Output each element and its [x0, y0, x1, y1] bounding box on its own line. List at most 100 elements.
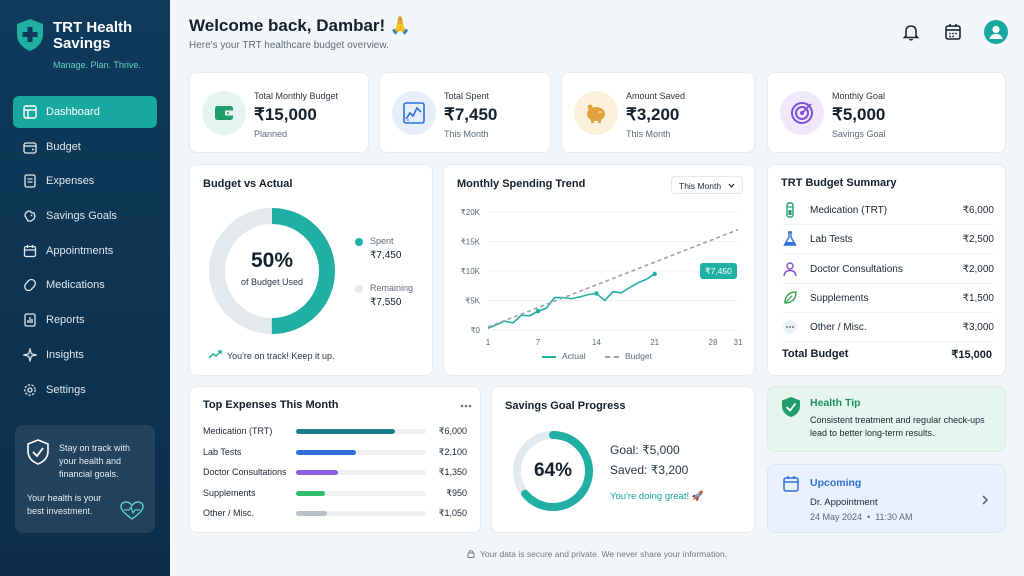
expense-row: Supplements ₹950	[203, 485, 467, 505]
x-tick-label: 31	[734, 338, 743, 347]
stat-label: Amount Saved	[626, 91, 686, 101]
lock-icon	[467, 550, 475, 558]
page-title: Welcome back, Dambar! 🙏	[189, 16, 412, 35]
sidebar-item-expenses[interactable]: Expenses	[13, 165, 157, 197]
stat-icon-bg	[392, 91, 436, 135]
trend-up-icon	[208, 350, 222, 359]
brand-title: TRT Health Savings	[53, 19, 133, 52]
chevron-down-icon	[728, 183, 735, 188]
sidebar-item-savings-goals[interactable]: Savings Goals	[13, 200, 157, 232]
expense-bar-track	[296, 429, 426, 434]
summary-row-amount: ₹2,500	[962, 234, 994, 246]
top-expenses-card: Top Expenses This Month Medication (TRT)…	[189, 386, 481, 533]
savings-percent: 64%	[533, 460, 573, 481]
sidebar-item-label: Dashboard	[46, 106, 100, 118]
sidebar-item-insights[interactable]: Insights	[13, 339, 157, 371]
pill-icon	[24, 279, 36, 292]
shield-logo-icon	[17, 19, 43, 51]
stat-card-total-spent[interactable]: Total Spent ₹7,450 This Month	[379, 72, 551, 153]
bell-icon[interactable]	[901, 22, 921, 42]
sidebar-item-reports[interactable]: Reports	[13, 304, 157, 336]
health-tip-text: Consistent treatment and regular check-u…	[810, 415, 985, 438]
legend-value-remaining: ₹7,550	[370, 297, 402, 308]
x-tick-label: 14	[592, 338, 601, 347]
promo-text: Stay on track with your health and finan…	[59, 443, 131, 479]
budget-summary-card: TRT Budget Summary Medication (TRT) ₹6,00…	[767, 164, 1006, 376]
card-title: Savings Goal Progress	[505, 400, 626, 412]
upcoming-title: Upcoming	[810, 477, 862, 489]
stat-card-total-budget[interactable]: Total Monthly Budget ₹15,000 Planned	[189, 72, 369, 153]
stat-label: Monthly Goal	[832, 91, 886, 101]
budget-vs-actual-card: Budget vs Actual 50% of Budget Used Spen…	[189, 164, 433, 376]
expense-name: Other / Misc.	[203, 508, 255, 518]
stat-sub: This Month	[444, 129, 489, 139]
stat-value: ₹5,000	[832, 105, 886, 124]
sidebar-item-appointments[interactable]: Appointments	[13, 235, 157, 267]
calendar-icon	[783, 476, 799, 492]
expense-bar-track	[296, 511, 426, 516]
expense-bar-fill	[296, 511, 328, 516]
calendar-icon[interactable]	[943, 22, 963, 42]
doctor-icon	[783, 261, 797, 276]
stat-value: ₹7,450	[444, 105, 498, 124]
expense-row: Medication (TRT) ₹6,000	[203, 423, 467, 443]
legend-label-budget: Budget	[625, 351, 652, 361]
budget-donut-chart	[209, 208, 335, 334]
savings-goal-card: Savings Goal Progress 64% Goal: ₹5,000 S…	[491, 386, 755, 533]
period-dropdown[interactable]: This Month	[671, 176, 743, 194]
grid-icon	[23, 105, 37, 119]
savings-ring-progress	[513, 431, 593, 511]
sidebar-item-budget[interactable]: Budget	[13, 131, 157, 163]
y-tick-label: ₹20K	[461, 208, 481, 217]
y-tick-label: ₹5K	[465, 297, 481, 306]
sidebar-item-dashboard[interactable]: Dashboard	[13, 96, 157, 128]
donut-caption: of Budget Used	[240, 277, 304, 287]
savings-goal-amount: Goal: ₹5,000	[610, 443, 680, 457]
upcoming-card[interactable]: Upcoming Dr. Appointment 24 May 2024 • 1…	[767, 464, 1006, 533]
expense-row: Doctor Consultations ₹1,350	[203, 464, 467, 484]
card-title: Top Expenses This Month	[203, 399, 339, 411]
stat-value: ₹3,200	[626, 105, 680, 124]
legend-label-remaining: Remaining	[370, 283, 414, 293]
chart-icon	[403, 102, 425, 124]
stat-card-monthly-goal[interactable]: Monthly Goal ₹5,000 Savings Goal	[767, 72, 1006, 153]
card-title: Monthly Spending Trend	[457, 178, 586, 190]
stat-value: ₹15,000	[254, 105, 317, 124]
summary-row-amount: ₹6,000	[962, 205, 994, 216]
brand[interactable]: TRT Health Savings Manage. Plan. Thrive.	[15, 18, 165, 78]
summary-row-amount: ₹2,000	[962, 263, 994, 275]
sidebar-item-label: Medications	[46, 279, 105, 292]
summary-row-name: Medication (TRT)	[810, 205, 888, 216]
legend-value-spent: ₹7,450	[370, 250, 402, 261]
stat-card-amount-saved[interactable]: Amount Saved ₹3,200 This Month	[561, 72, 755, 153]
expense-bar-track	[296, 470, 426, 475]
legend-dot-spent	[355, 238, 363, 246]
health-tip-title: Health Tip	[810, 397, 861, 409]
sidebar-nav: Dashboard Budget Expenses Savings Goals …	[13, 96, 157, 408]
legend-label-spent: Spent	[370, 236, 394, 246]
expense-bar-track	[296, 490, 426, 496]
actual-point	[535, 308, 541, 314]
x-tick-label: 28	[709, 338, 718, 347]
sidebar-item-medications[interactable]: Medications	[13, 269, 157, 301]
more-options-icon[interactable]	[460, 404, 472, 408]
chevron-right-icon[interactable]	[982, 495, 989, 505]
stat-icon-bg	[780, 91, 824, 135]
insights-icon	[23, 347, 37, 362]
actual-point	[652, 271, 657, 277]
spending-trend-card: Monthly Spending Trend This Month ₹0 ₹5K ₹…	[443, 164, 755, 376]
privacy-footer: Your data is secure and private. We neve…	[0, 549, 1024, 559]
brand-tagline: Manage. Plan. Thrive.	[53, 60, 141, 70]
target-icon	[24, 210, 36, 222]
avatar[interactable]	[984, 20, 1008, 44]
stat-icon-bg	[202, 91, 246, 135]
series-line-actual	[487, 273, 656, 329]
more-icon	[783, 320, 797, 335]
card-title: Budget vs Actual	[203, 178, 293, 190]
series-line-budget	[487, 228, 739, 328]
privacy-footer-text: Your data is secure and private. We neve…	[479, 549, 728, 559]
calendar-icon	[23, 244, 37, 257]
sidebar-item-settings[interactable]: Settings	[13, 374, 157, 406]
summary-row: Medication (TRT) ₹6,000	[782, 196, 994, 225]
vial-icon	[786, 202, 794, 218]
